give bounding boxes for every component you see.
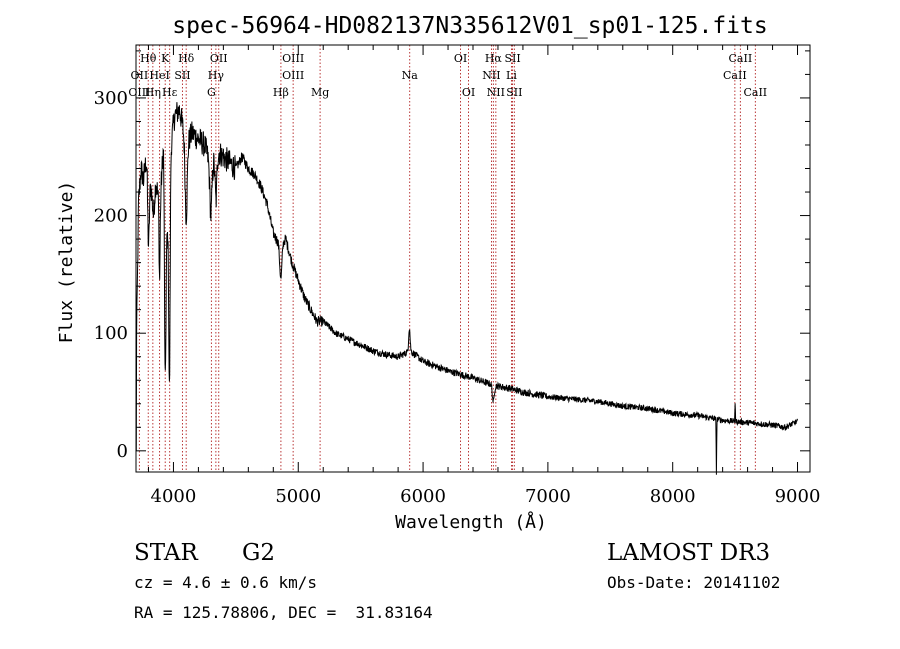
line-label-CaII: CaII xyxy=(743,86,767,99)
line-label-OI: OI xyxy=(454,52,467,65)
line-label-OI: OI xyxy=(462,86,475,99)
subclass: G2 xyxy=(242,540,276,566)
line-label-G: G xyxy=(207,86,216,99)
line-label-Hβ: Hβ xyxy=(273,86,289,99)
x-tick-label: 7000 xyxy=(525,486,571,507)
redshift-value: cz = 4.6 ± 0.6 km/s xyxy=(134,573,318,592)
line-label-HeI: HeI xyxy=(149,69,169,82)
line-label-OII: OII xyxy=(210,52,228,65)
line-label-NII: NII xyxy=(482,69,500,82)
line-label-SII: SII xyxy=(174,69,190,82)
y-tick-label: 200 xyxy=(94,206,128,227)
line-label-Mg: Mg xyxy=(311,86,329,99)
plot-frame xyxy=(135,44,811,473)
line-label-Hη: Hη xyxy=(145,86,161,99)
y-axis-label: Flux (relative) xyxy=(56,181,77,344)
line-label-OII: OII xyxy=(131,69,149,82)
axis-ticks: 4000 5000 6000 7000 8000 9000 0 100 200 300 xyxy=(94,45,821,507)
line-label-CaII: CaII xyxy=(729,52,753,65)
line-label-Hθ: Hθ xyxy=(140,52,157,65)
object-class: STAR xyxy=(134,540,198,566)
line-label-Na: Na xyxy=(402,69,419,82)
line-label-Li: Li xyxy=(506,69,517,82)
line-label-OIII: OIII xyxy=(282,69,304,82)
line-label-CaII: CaII xyxy=(723,69,747,82)
line-label-K: K xyxy=(161,52,170,65)
line-label-SII: SII xyxy=(504,52,520,65)
line-label-SII: SII xyxy=(506,86,522,99)
spectrum-line xyxy=(135,102,798,475)
coordinates: RA = 125.78806, DEC = 31.83164 xyxy=(134,603,433,622)
line-label-OIII: OIII xyxy=(282,52,304,65)
y-tick-label: 100 xyxy=(94,323,128,344)
x-tick-label: 9000 xyxy=(775,486,821,507)
line-label-Hδ: Hδ xyxy=(178,52,195,65)
line-label-Hγ: Hγ xyxy=(208,69,225,82)
survey-name: LAMOST DR3 xyxy=(607,540,771,566)
x-tick-label: 5000 xyxy=(275,486,321,507)
line-label-NII: NII xyxy=(487,86,505,99)
y-tick-label: 300 xyxy=(94,88,128,109)
x-tick-label: 4000 xyxy=(151,486,197,507)
obs-date: Obs-Date: 20141102 xyxy=(607,573,781,592)
x-tick-label: 6000 xyxy=(400,486,446,507)
y-tick-label: 0 xyxy=(117,441,128,462)
line-label-Hα: Hα xyxy=(485,52,503,65)
line-label-OIII: OIII xyxy=(128,86,150,99)
x-tick-label: 8000 xyxy=(650,486,696,507)
chart-title: spec-56964-HD082137N335612V01_sp01-125.f… xyxy=(172,13,767,39)
line-label-Hε: Hε xyxy=(162,86,178,99)
x-axis-label: Wavelength (Å) xyxy=(395,511,547,533)
